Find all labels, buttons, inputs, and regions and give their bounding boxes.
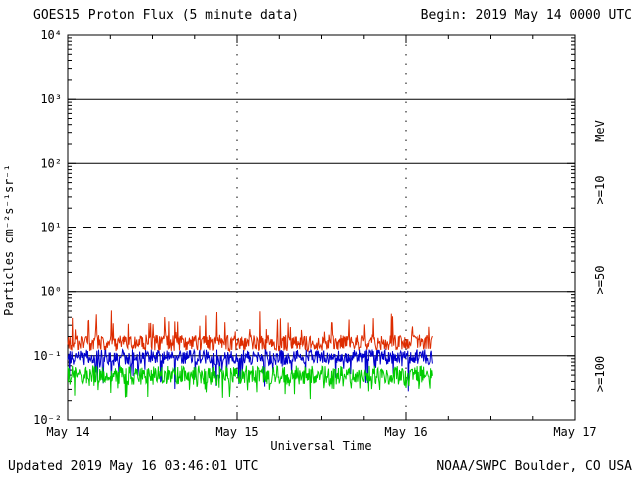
data-series bbox=[67, 310, 433, 400]
x-axis-label: Universal Time bbox=[270, 439, 371, 453]
y-tick-label: 10³ bbox=[40, 92, 62, 106]
y-tick-label: 10⁻¹ bbox=[33, 349, 62, 363]
x-tick-label: May 16 bbox=[384, 425, 427, 439]
x-tick-labels: May 14 May 15 May 16 May 17 bbox=[46, 425, 596, 439]
y-tick-label: 10¹ bbox=[40, 221, 62, 235]
updated-timestamp: Updated 2019 May 16 03:46:01 UTC bbox=[8, 459, 258, 474]
y-tick-labels: 10⁻² 10⁻¹ 10⁰ 10¹ 10² 10³ 10⁴ bbox=[33, 28, 62, 427]
legend-geq10-label: >=10 bbox=[593, 176, 607, 205]
legend-geq100-label: >=100 bbox=[593, 356, 607, 392]
series-line-geq50 bbox=[67, 348, 433, 392]
axis-ticks bbox=[67, 34, 576, 421]
series-line-geq10 bbox=[67, 310, 433, 353]
right-axis-units-label: MeV bbox=[593, 120, 607, 142]
legend-geq50-label: >=50 bbox=[593, 266, 607, 295]
x-tick-label: May 17 bbox=[553, 425, 596, 439]
y-tick-label: 10² bbox=[40, 156, 62, 170]
chart-title: GOES15 Proton Flux (5 minute data) bbox=[33, 8, 299, 23]
y-tick-label: 10⁴ bbox=[40, 28, 62, 42]
credit-label: NOAA/SWPC Boulder, CO USA bbox=[436, 459, 632, 474]
x-tick-label: May 14 bbox=[46, 425, 89, 439]
y-tick-label: 10⁰ bbox=[40, 285, 62, 299]
y-axis-label: Particles cm⁻²s⁻¹sr⁻¹ bbox=[2, 164, 16, 316]
x-tick-label: May 15 bbox=[215, 425, 258, 439]
begin-timestamp: Begin: 2019 May 14 0000 UTC bbox=[421, 8, 632, 23]
y-tick-label: 10⁻² bbox=[33, 413, 62, 427]
series-line-geq100 bbox=[67, 364, 433, 400]
